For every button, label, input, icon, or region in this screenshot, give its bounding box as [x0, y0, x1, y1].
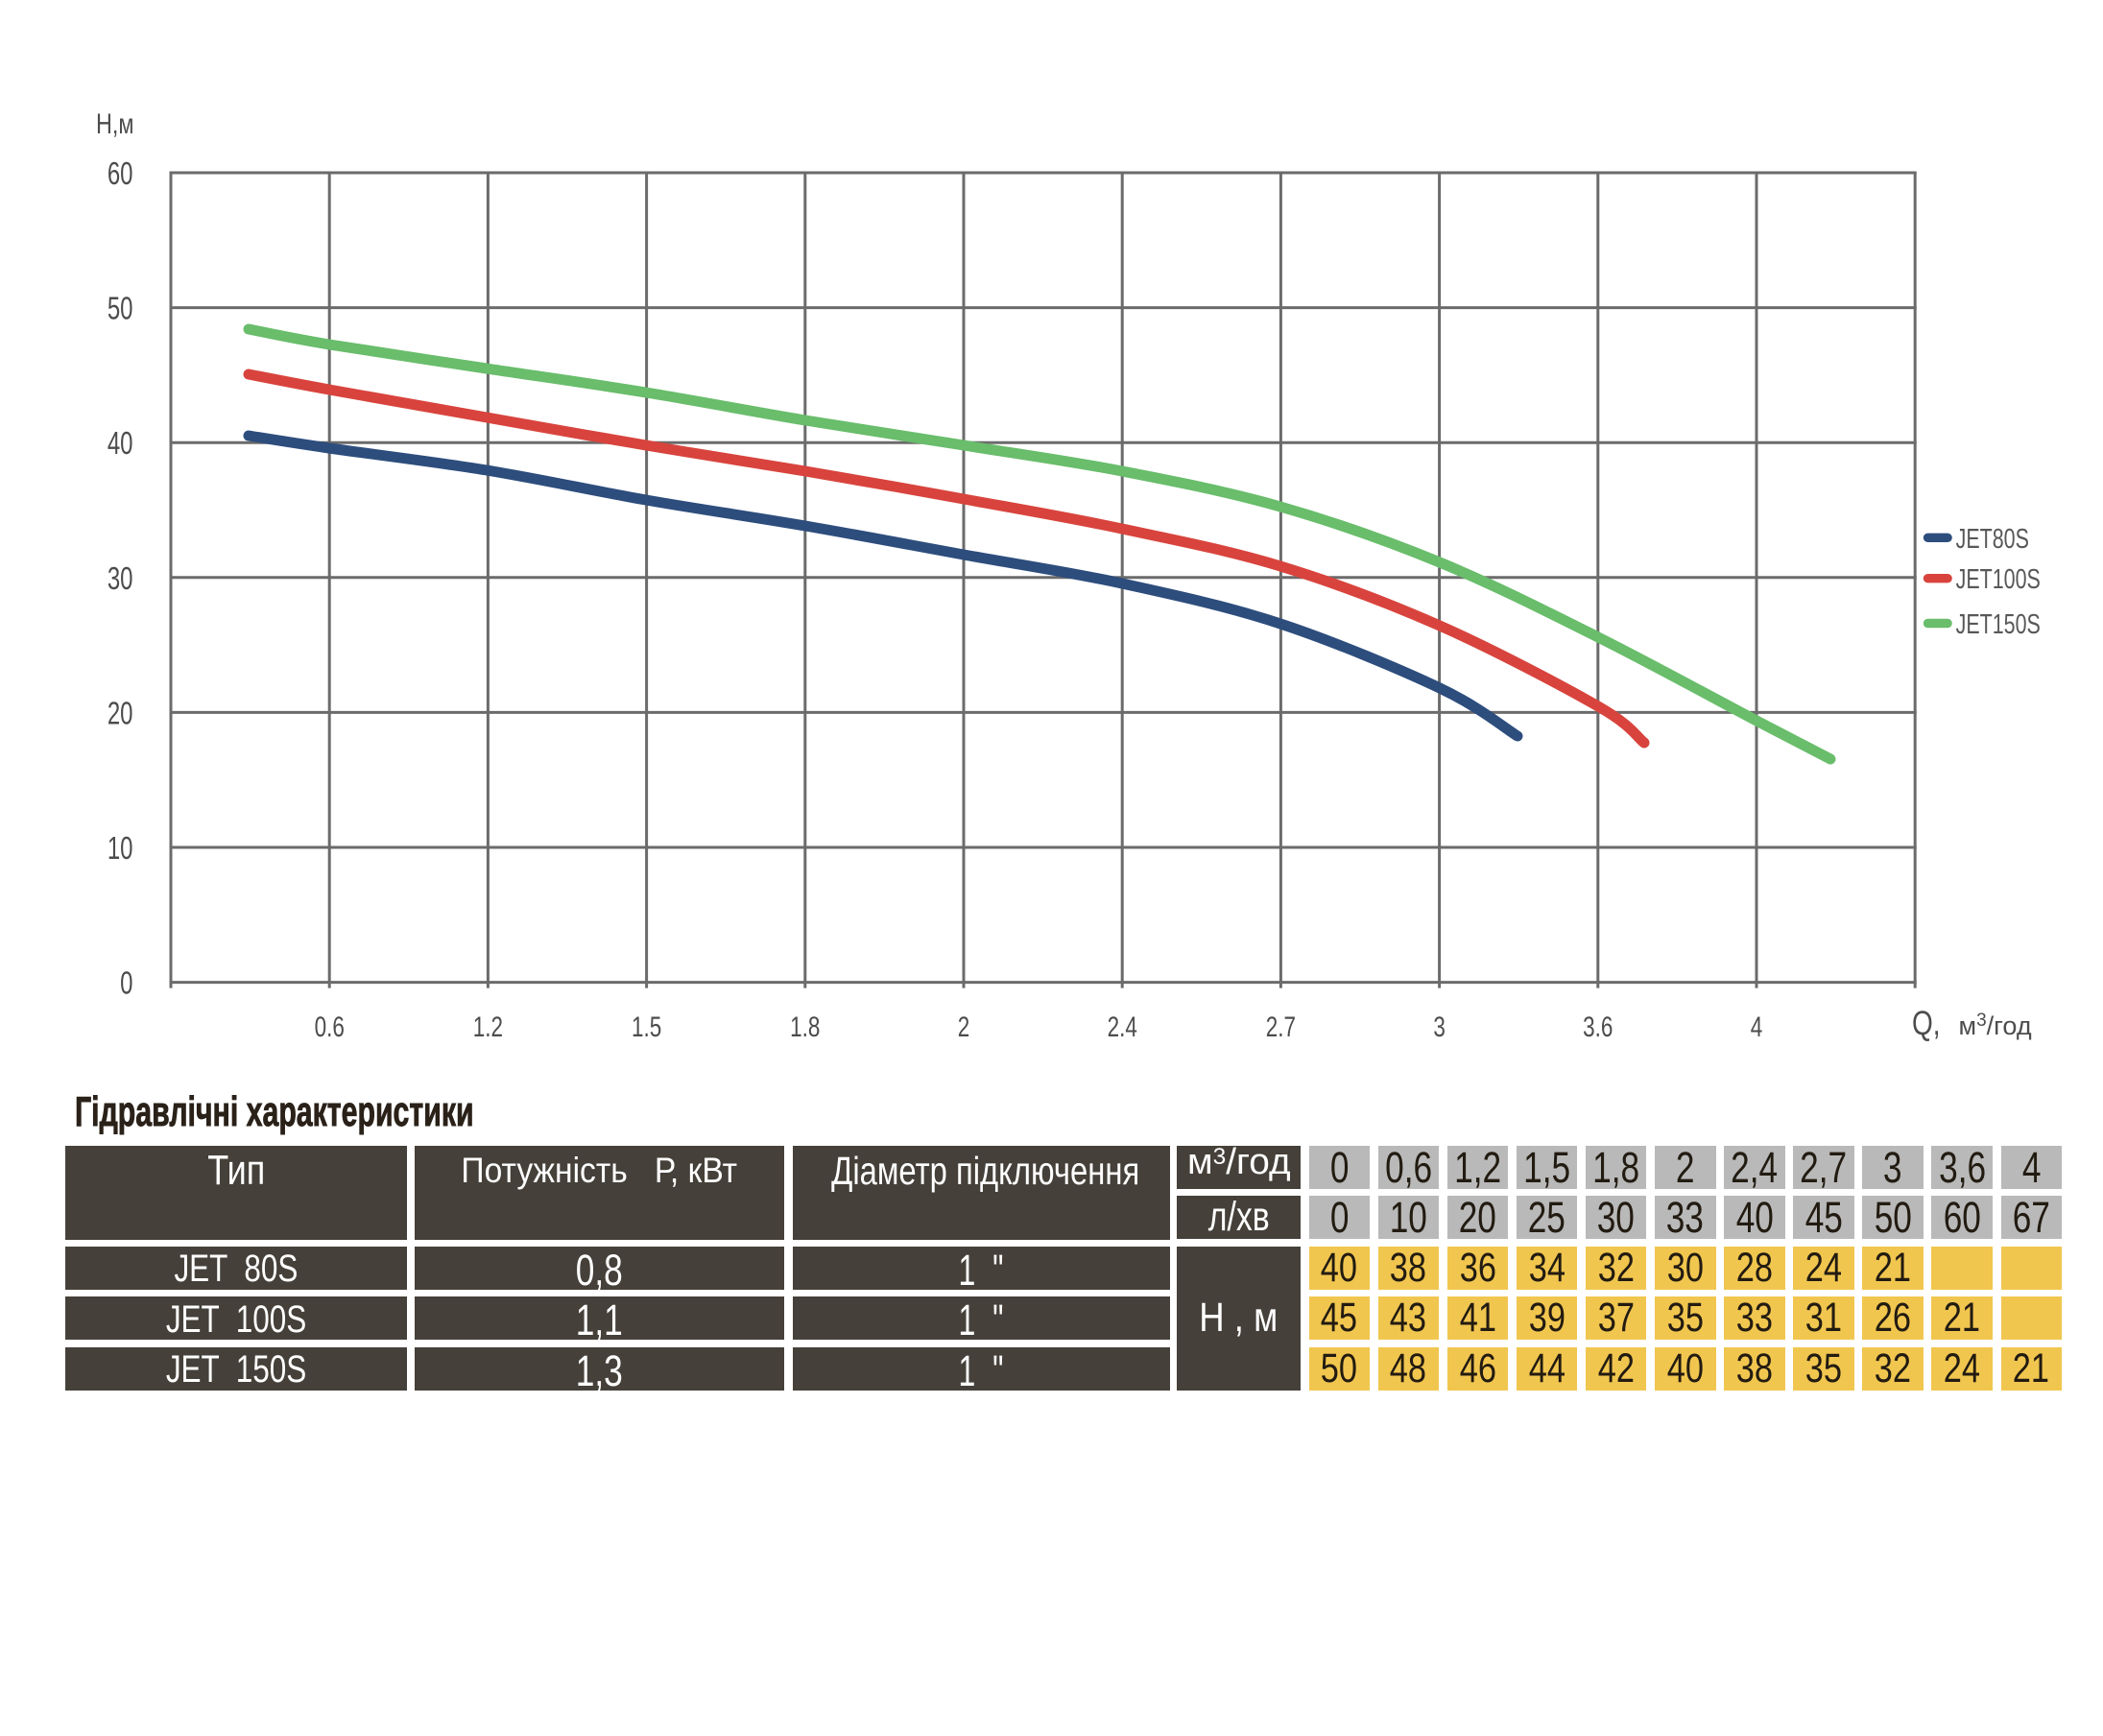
svg-text:H,м: H,м: [96, 107, 133, 139]
svg-text:0.6: 0.6: [315, 1011, 345, 1043]
svg-text:1.8: 1.8: [790, 1011, 820, 1043]
svg-text:0: 0: [120, 966, 132, 1002]
svg-text:2: 2: [958, 1011, 970, 1043]
svg-text:50: 50: [108, 292, 133, 327]
svg-text:40: 40: [108, 427, 133, 463]
svg-text:30: 30: [108, 561, 133, 597]
svg-text:м3/год: м3/год: [1959, 1011, 2032, 1040]
svg-text:20: 20: [108, 697, 133, 732]
svg-text:1.2: 1.2: [473, 1011, 503, 1043]
svg-text:4: 4: [1751, 1011, 1763, 1043]
svg-text:60: 60: [108, 156, 133, 192]
svg-text:10: 10: [108, 831, 133, 867]
svg-text:2.4: 2.4: [1108, 1011, 1137, 1043]
svg-text:3: 3: [1433, 1011, 1446, 1043]
svg-text:1.5: 1.5: [632, 1011, 661, 1043]
svg-text:3.6: 3.6: [1583, 1011, 1613, 1043]
svg-text:JET80S: JET80S: [1956, 524, 2029, 555]
svg-text:JET100S: JET100S: [1956, 564, 2041, 595]
svg-text:JET150S: JET150S: [1956, 609, 2041, 640]
svg-text:2.7: 2.7: [1266, 1011, 1296, 1043]
svg-text:Q,: Q,: [1912, 1004, 1941, 1042]
